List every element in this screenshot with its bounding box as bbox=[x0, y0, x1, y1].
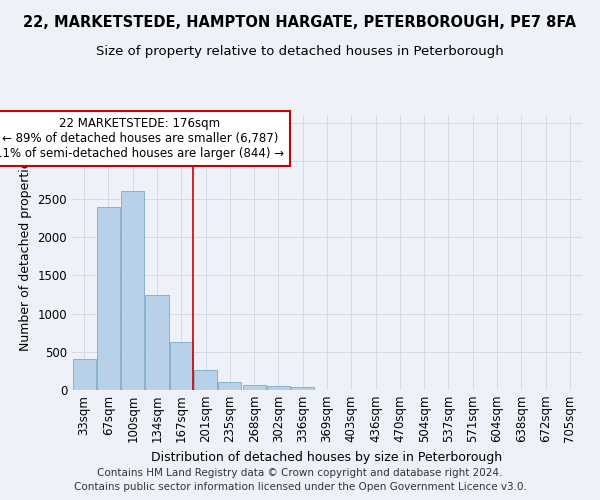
Bar bbox=[121, 192, 144, 390]
Bar bbox=[194, 370, 217, 390]
Y-axis label: Number of detached properties: Number of detached properties bbox=[19, 154, 32, 351]
Text: Size of property relative to detached houses in Peterborough: Size of property relative to detached ho… bbox=[96, 45, 504, 58]
Bar bbox=[242, 385, 266, 390]
Text: 22 MARKETSTEDE: 176sqm
← 89% of detached houses are smaller (6,787)
11% of semi-: 22 MARKETSTEDE: 176sqm ← 89% of detached… bbox=[0, 117, 284, 160]
Bar bbox=[145, 294, 169, 390]
Bar bbox=[267, 386, 290, 390]
Bar bbox=[97, 206, 120, 390]
Bar bbox=[170, 342, 193, 390]
Text: Contains HM Land Registry data © Crown copyright and database right 2024.: Contains HM Land Registry data © Crown c… bbox=[97, 468, 503, 477]
Bar bbox=[218, 382, 241, 390]
Bar bbox=[291, 388, 314, 390]
Text: 22, MARKETSTEDE, HAMPTON HARGATE, PETERBOROUGH, PE7 8FA: 22, MARKETSTEDE, HAMPTON HARGATE, PETERB… bbox=[23, 15, 577, 30]
Text: Contains public sector information licensed under the Open Government Licence v3: Contains public sector information licen… bbox=[74, 482, 526, 492]
Bar bbox=[73, 360, 95, 390]
X-axis label: Distribution of detached houses by size in Peterborough: Distribution of detached houses by size … bbox=[151, 451, 503, 464]
